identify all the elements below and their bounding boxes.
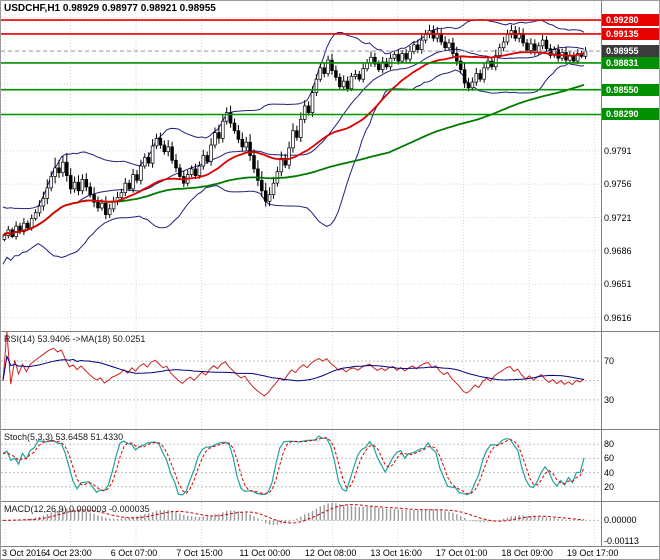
rsi-axis-label: 70: [604, 356, 615, 367]
stochastic-axis-label: 60: [604, 453, 615, 464]
panel-divider: [1, 546, 659, 547]
stochastic-axis-label: 20: [604, 481, 615, 492]
time-axis-label[interactable]: 18 Oct 09:00: [501, 548, 553, 558]
stochastic-chart[interactable]: [1, 430, 660, 501]
macd-panel[interactable]: MACD(12,26,9) 0.000003 -0.000035 0.00000…: [1, 502, 660, 546]
price-axis-label: 0.9651: [604, 279, 632, 290]
price-axis-label: 0.9721: [604, 212, 632, 223]
panel-divider[interactable]: [1, 501, 659, 502]
price-axis-label: 0.9616: [604, 312, 632, 323]
time-axis[interactable]: 3 Oct 2016 4 Oct 23:00 6 Oct 07:00 7 Oct 15…: [1, 547, 659, 559]
macd-indicator-label: MACD(12,26,9) 0.000003 -0.000035: [4, 504, 150, 514]
chart-title: USDCHF,H1 0.98929 0.98977 0.98921 0.9895…: [4, 3, 216, 14]
price-level-tag[interactable]: 0.99135: [602, 28, 659, 40]
price-axis-label: 0.9791: [604, 145, 632, 156]
time-axis-label[interactable]: 4 Oct 23:00: [45, 548, 92, 558]
price-level-tag[interactable]: 0.98831: [602, 57, 659, 69]
price-level-tag[interactable]: 0.98290: [602, 108, 659, 120]
stochastic-panel[interactable]: Stoch(5,3,3) 53.6458 51.4330 80 60 40 20: [1, 430, 660, 501]
panel-divider[interactable]: [1, 331, 659, 332]
price-axis-separator: [601, 1, 602, 546]
price-axis-label: 0.9686: [604, 245, 632, 256]
rsi-axis-label: 30: [604, 394, 615, 405]
price-level-tag[interactable]: 0.98955: [602, 45, 659, 57]
macd-axis-label: 0.00000: [604, 515, 637, 526]
stochastic-indicator-label: Stoch(5,3,3) 53.6458 51.4330: [4, 432, 124, 442]
stochastic-axis-label: 80: [604, 439, 615, 450]
price-level-tag[interactable]: 0.99280: [602, 14, 659, 26]
time-axis-label[interactable]: 6 Oct 07:00: [110, 548, 158, 558]
time-axis-label[interactable]: 13 Oct 16:00: [370, 548, 422, 558]
price-level-tag[interactable]: 0.98550: [602, 84, 659, 96]
price-axis-label: 0.9756: [604, 179, 632, 190]
macd-chart[interactable]: [1, 502, 660, 546]
candlestick-chart[interactable]: [1, 1, 660, 331]
rsi-chart[interactable]: [1, 332, 660, 429]
time-axis-label[interactable]: 19 Oct 17:00: [566, 548, 619, 558]
stochastic-axis-label: 40: [604, 467, 615, 478]
time-axis-label[interactable]: 11 Oct 00:00: [239, 548, 291, 558]
time-axis-label[interactable]: 12 Oct 08:00: [304, 548, 357, 558]
time-axis-label[interactable]: 3 Oct 2016: [2, 548, 47, 558]
main-chart-panel[interactable]: USDCHF,H1 0.98929 0.98977 0.98921 0.9895…: [1, 1, 660, 331]
rsi-indicator-label: RSI(14) 53.9406 ->MA(18) 50.0251: [4, 334, 146, 344]
macd-axis-label: -0.00113: [604, 536, 639, 546]
time-axis-label[interactable]: 17 Oct 01:00: [435, 548, 488, 558]
panel-divider[interactable]: [1, 429, 659, 430]
time-axis-label[interactable]: 7 Oct 15:00: [176, 548, 223, 558]
rsi-panel[interactable]: RSI(14) 53.9406 ->MA(18) 50.0251 70 30: [1, 332, 660, 429]
